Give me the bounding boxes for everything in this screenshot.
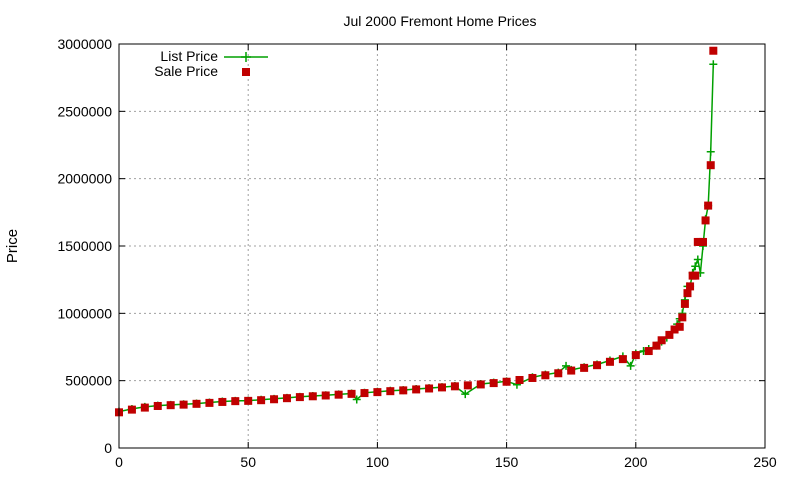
sale-price-marker [140,403,149,412]
sale-price-marker [373,388,382,397]
sale-price-marker [567,366,576,375]
sale-price-marker [450,382,459,391]
sale-price-marker [554,369,563,378]
legend-sale-square-icon [242,68,250,76]
sale-price-marker [244,396,253,405]
plot-frame [118,43,766,449]
x-tick-label: 250 [753,454,777,470]
sale-price-marker [153,401,162,410]
sale-price-marker [652,341,661,350]
legend-sale-label: Sale Price [154,63,218,79]
sale-price-marker [706,161,715,170]
sale-price-marker [683,289,692,298]
x-tick-label: 0 [115,454,123,470]
sale-price-series [115,46,718,417]
sale-price-marker [631,351,640,360]
sale-price-marker [515,375,524,384]
y-tick-label: 500000 [65,373,112,389]
sale-price-marker [179,400,188,409]
sale-price-marker [580,363,589,372]
sale-price-marker [386,387,395,396]
sale-price-marker [334,390,343,399]
y-tick-label: 2500000 [57,103,112,119]
list-price-marker [461,390,470,399]
sale-price-marker [593,361,602,370]
sale-price-marker [675,322,684,331]
sale-price-marker [231,397,240,406]
sale-price-marker [257,396,266,405]
sale-price-marker [218,397,227,406]
sale-price-marker [657,336,666,345]
y-tick-label: 3000000 [57,36,112,52]
sale-price-marker [670,325,679,334]
sale-price-marker [321,391,330,400]
x-tick-label: 50 [240,454,256,470]
y-tick-label: 2000000 [57,171,112,187]
list-price-marker [706,147,715,156]
sale-price-marker [476,380,485,389]
sale-price-marker [680,299,689,308]
sale-price-marker [489,379,498,388]
y-tick-label: 0 [104,440,112,456]
list-price-marker [709,60,718,69]
list-price-marker [693,255,702,264]
list-price-marker [352,395,361,404]
x-tick-label: 200 [624,454,648,470]
x-tick-label: 150 [495,454,519,470]
sale-price-marker [463,381,472,390]
sale-price-marker [644,347,653,356]
sale-price-marker [704,201,713,210]
sale-price-marker [665,330,674,339]
y-tick-label: 1000000 [57,305,112,321]
sale-price-marker [678,313,687,322]
legend: List Price Sale Price [154,48,268,79]
sale-price-marker [701,216,710,225]
sale-price-marker [425,384,434,393]
legend-list-plus-icon [241,52,251,62]
sale-price-marker [502,377,511,386]
legend-list-label: List Price [160,48,218,64]
sale-price-marker [528,373,537,382]
sale-price-marker [686,282,695,291]
list-price-marker [626,361,635,370]
sale-price-marker [282,394,291,403]
x-tick-label: 100 [366,454,390,470]
sale-price-marker [399,386,408,395]
sale-price-marker [205,398,214,407]
sale-price-marker [360,389,369,398]
sale-price-marker [691,271,700,280]
sale-price-marker [192,399,201,408]
y-tick-label: 1500000 [57,238,112,254]
list-price-marker [562,361,571,370]
sale-price-marker [127,405,136,414]
sale-price-marker [412,385,421,394]
list-price-marker [691,262,700,271]
sale-price-marker [295,393,304,402]
sale-price-marker [709,46,718,55]
axis-ticks: 0 50 100 150 200 250 0 500000 1000000 1500000 2000… [57,36,776,470]
y-axis-label: Price [4,229,21,263]
sale-price-marker [618,355,627,364]
sale-price-marker [166,401,175,410]
sale-price-marker [605,357,614,366]
sale-price-marker [698,237,707,246]
sale-price-marker [347,389,356,398]
chart-title: Jul 2000 Fremont Home Prices [344,13,537,29]
sale-price-marker [270,395,279,404]
sale-price-marker [541,371,550,380]
sale-price-marker [308,392,317,401]
list-price-series [115,60,718,416]
sale-price-marker [438,383,446,392]
